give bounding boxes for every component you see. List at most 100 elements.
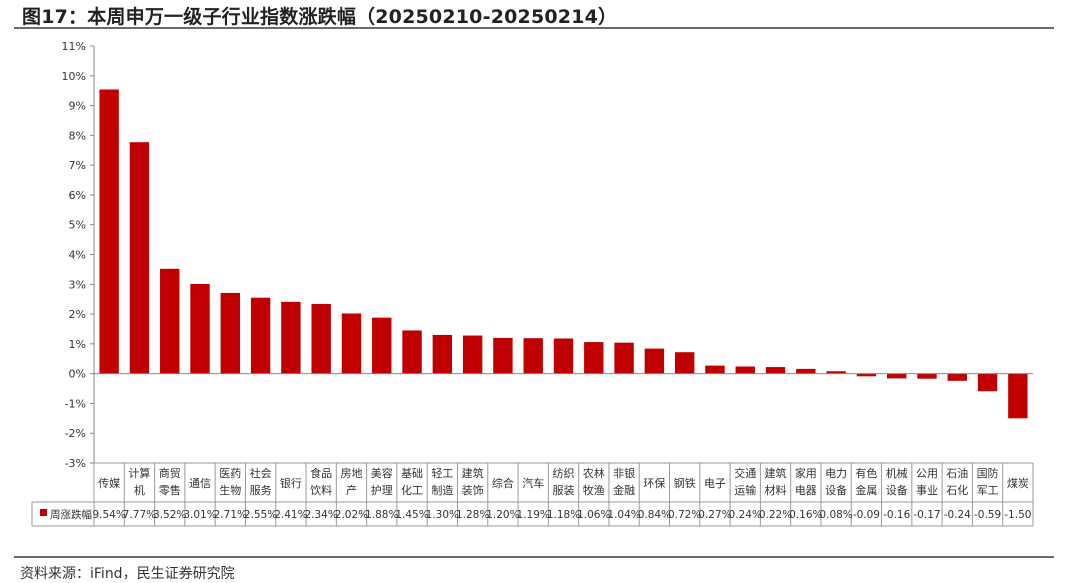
data-label: 2.71% [214, 509, 247, 521]
data-label: 3.52% [153, 509, 186, 521]
x-category-label: 公用 [916, 467, 938, 480]
x-category-label: 生物 [219, 483, 241, 497]
x-category-label: 牧渔 [583, 483, 605, 497]
data-label: 2.34% [304, 509, 337, 521]
bar [341, 313, 362, 374]
x-category-label: 美容 [371, 466, 393, 480]
bar [947, 373, 967, 381]
page-title: 图17：本周申万一级子行业指数涨跌幅（20250210-20250214） [22, 6, 618, 28]
x-category-label: 产 [346, 483, 357, 497]
x-category-label: 通信 [189, 477, 211, 490]
bar [887, 373, 907, 379]
data-label: 2.41% [274, 509, 307, 521]
x-category-label: 房地 [340, 467, 362, 480]
y-tick-label: -1% [65, 397, 86, 410]
y-tick-label: 6% [69, 189, 86, 202]
x-category-label: 建筑 [765, 466, 787, 480]
bar [311, 303, 331, 374]
x-category-label: 设备 [825, 483, 847, 497]
x-category-label: 石化 [946, 483, 968, 497]
x-category-label: 石油 [946, 466, 968, 480]
data-label: 0.27% [698, 509, 731, 521]
data-label: -0.24 [944, 509, 971, 521]
y-tick-label: 3% [69, 278, 86, 291]
x-category-label: 煤炭 [1007, 477, 1029, 490]
x-category-label: 汽车 [522, 476, 544, 490]
x-category-label: 机 [134, 483, 145, 497]
x-category-label: 环保 [643, 476, 665, 490]
bar [220, 292, 240, 374]
bar [523, 338, 543, 374]
data-label: 7.77% [123, 509, 156, 521]
y-tick-label: 4% [69, 249, 86, 262]
x-category-label: 钢铁 [674, 477, 696, 490]
title-divider [14, 27, 1054, 29]
x-category-label: 运输 [734, 483, 756, 497]
x-category-label: 建筑 [462, 466, 484, 480]
data-label: 0.22% [759, 509, 792, 521]
x-category-label: 金融 [613, 483, 635, 497]
data-label: 1.20% [486, 509, 519, 521]
x-category-label: 银行 [280, 476, 302, 490]
y-tick-label: -3% [65, 457, 86, 470]
data-label: 9.54% [92, 509, 125, 521]
bar [765, 367, 786, 374]
x-category-label: 社会 [250, 466, 272, 480]
data-label: 1.18% [547, 509, 580, 521]
data-label: -1.50 [1004, 509, 1031, 521]
x-category-label: 综合 [492, 476, 514, 490]
data-label: -0.16 [883, 509, 910, 521]
data-label: 2.55% [244, 509, 277, 521]
x-category-label: 金属 [855, 483, 877, 497]
data-label: 0.16% [789, 509, 822, 521]
x-category-label: 医药 [219, 467, 241, 480]
bar [553, 338, 574, 374]
x-category-label: 饮料 [310, 483, 332, 497]
legend-swatch [40, 509, 47, 516]
bar [493, 337, 513, 374]
y-tick-label: 9% [69, 100, 86, 113]
data-label: 1.30% [426, 509, 459, 521]
bar [856, 373, 877, 377]
x-category-label: 设备 [886, 483, 908, 497]
bar [674, 352, 695, 374]
x-category-label: 国防 [977, 466, 999, 480]
data-label: -0.59 [974, 509, 1001, 521]
x-category-label: 商贸 [159, 466, 181, 480]
x-category-label: 轻工 [431, 466, 453, 480]
bar [402, 330, 422, 374]
x-category-label: 护理 [371, 483, 393, 497]
bar [584, 342, 604, 374]
y-tick-label: 8% [69, 129, 86, 142]
data-label: 3.01% [183, 509, 216, 521]
data-label: 1.19% [517, 509, 550, 521]
bar [281, 301, 301, 374]
x-category-label: 电子 [704, 477, 726, 490]
legend-label: 周涨跌幅 [50, 508, 92, 521]
x-category-label: 材料 [765, 483, 787, 497]
source-note: 资料来源：iFind，民生证券研究院 [20, 566, 235, 582]
x-category-label: 服务 [250, 484, 272, 497]
x-category-label: 军工 [977, 484, 999, 497]
x-category-label: 装饰 [462, 483, 484, 497]
data-label: 0.08% [819, 509, 852, 521]
data-label: -0.17 [913, 509, 940, 521]
y-tick-label: 10% [62, 70, 86, 83]
bar [99, 89, 119, 374]
footer-divider [14, 556, 1054, 558]
bar [432, 334, 453, 374]
x-category-label: 交通 [734, 466, 756, 480]
data-label: 1.06% [577, 509, 610, 521]
bar [826, 371, 846, 374]
data-label: 1.45% [395, 509, 428, 521]
data-label: 2.02% [335, 509, 368, 521]
data-label: 1.04% [607, 509, 640, 521]
bar [190, 283, 210, 374]
bar [644, 348, 665, 374]
bar-chart: 11%10%9%8%7%6%5%4%3%2%1%0%-1%-2%-3%传媒计算机… [31, 40, 1034, 527]
x-category-label: 电器 [795, 484, 817, 497]
x-category-label: 化工 [401, 483, 423, 497]
x-category-label: 家用 [795, 466, 817, 480]
data-label: 1.88% [365, 509, 398, 521]
data-label: -0.09 [853, 509, 880, 521]
